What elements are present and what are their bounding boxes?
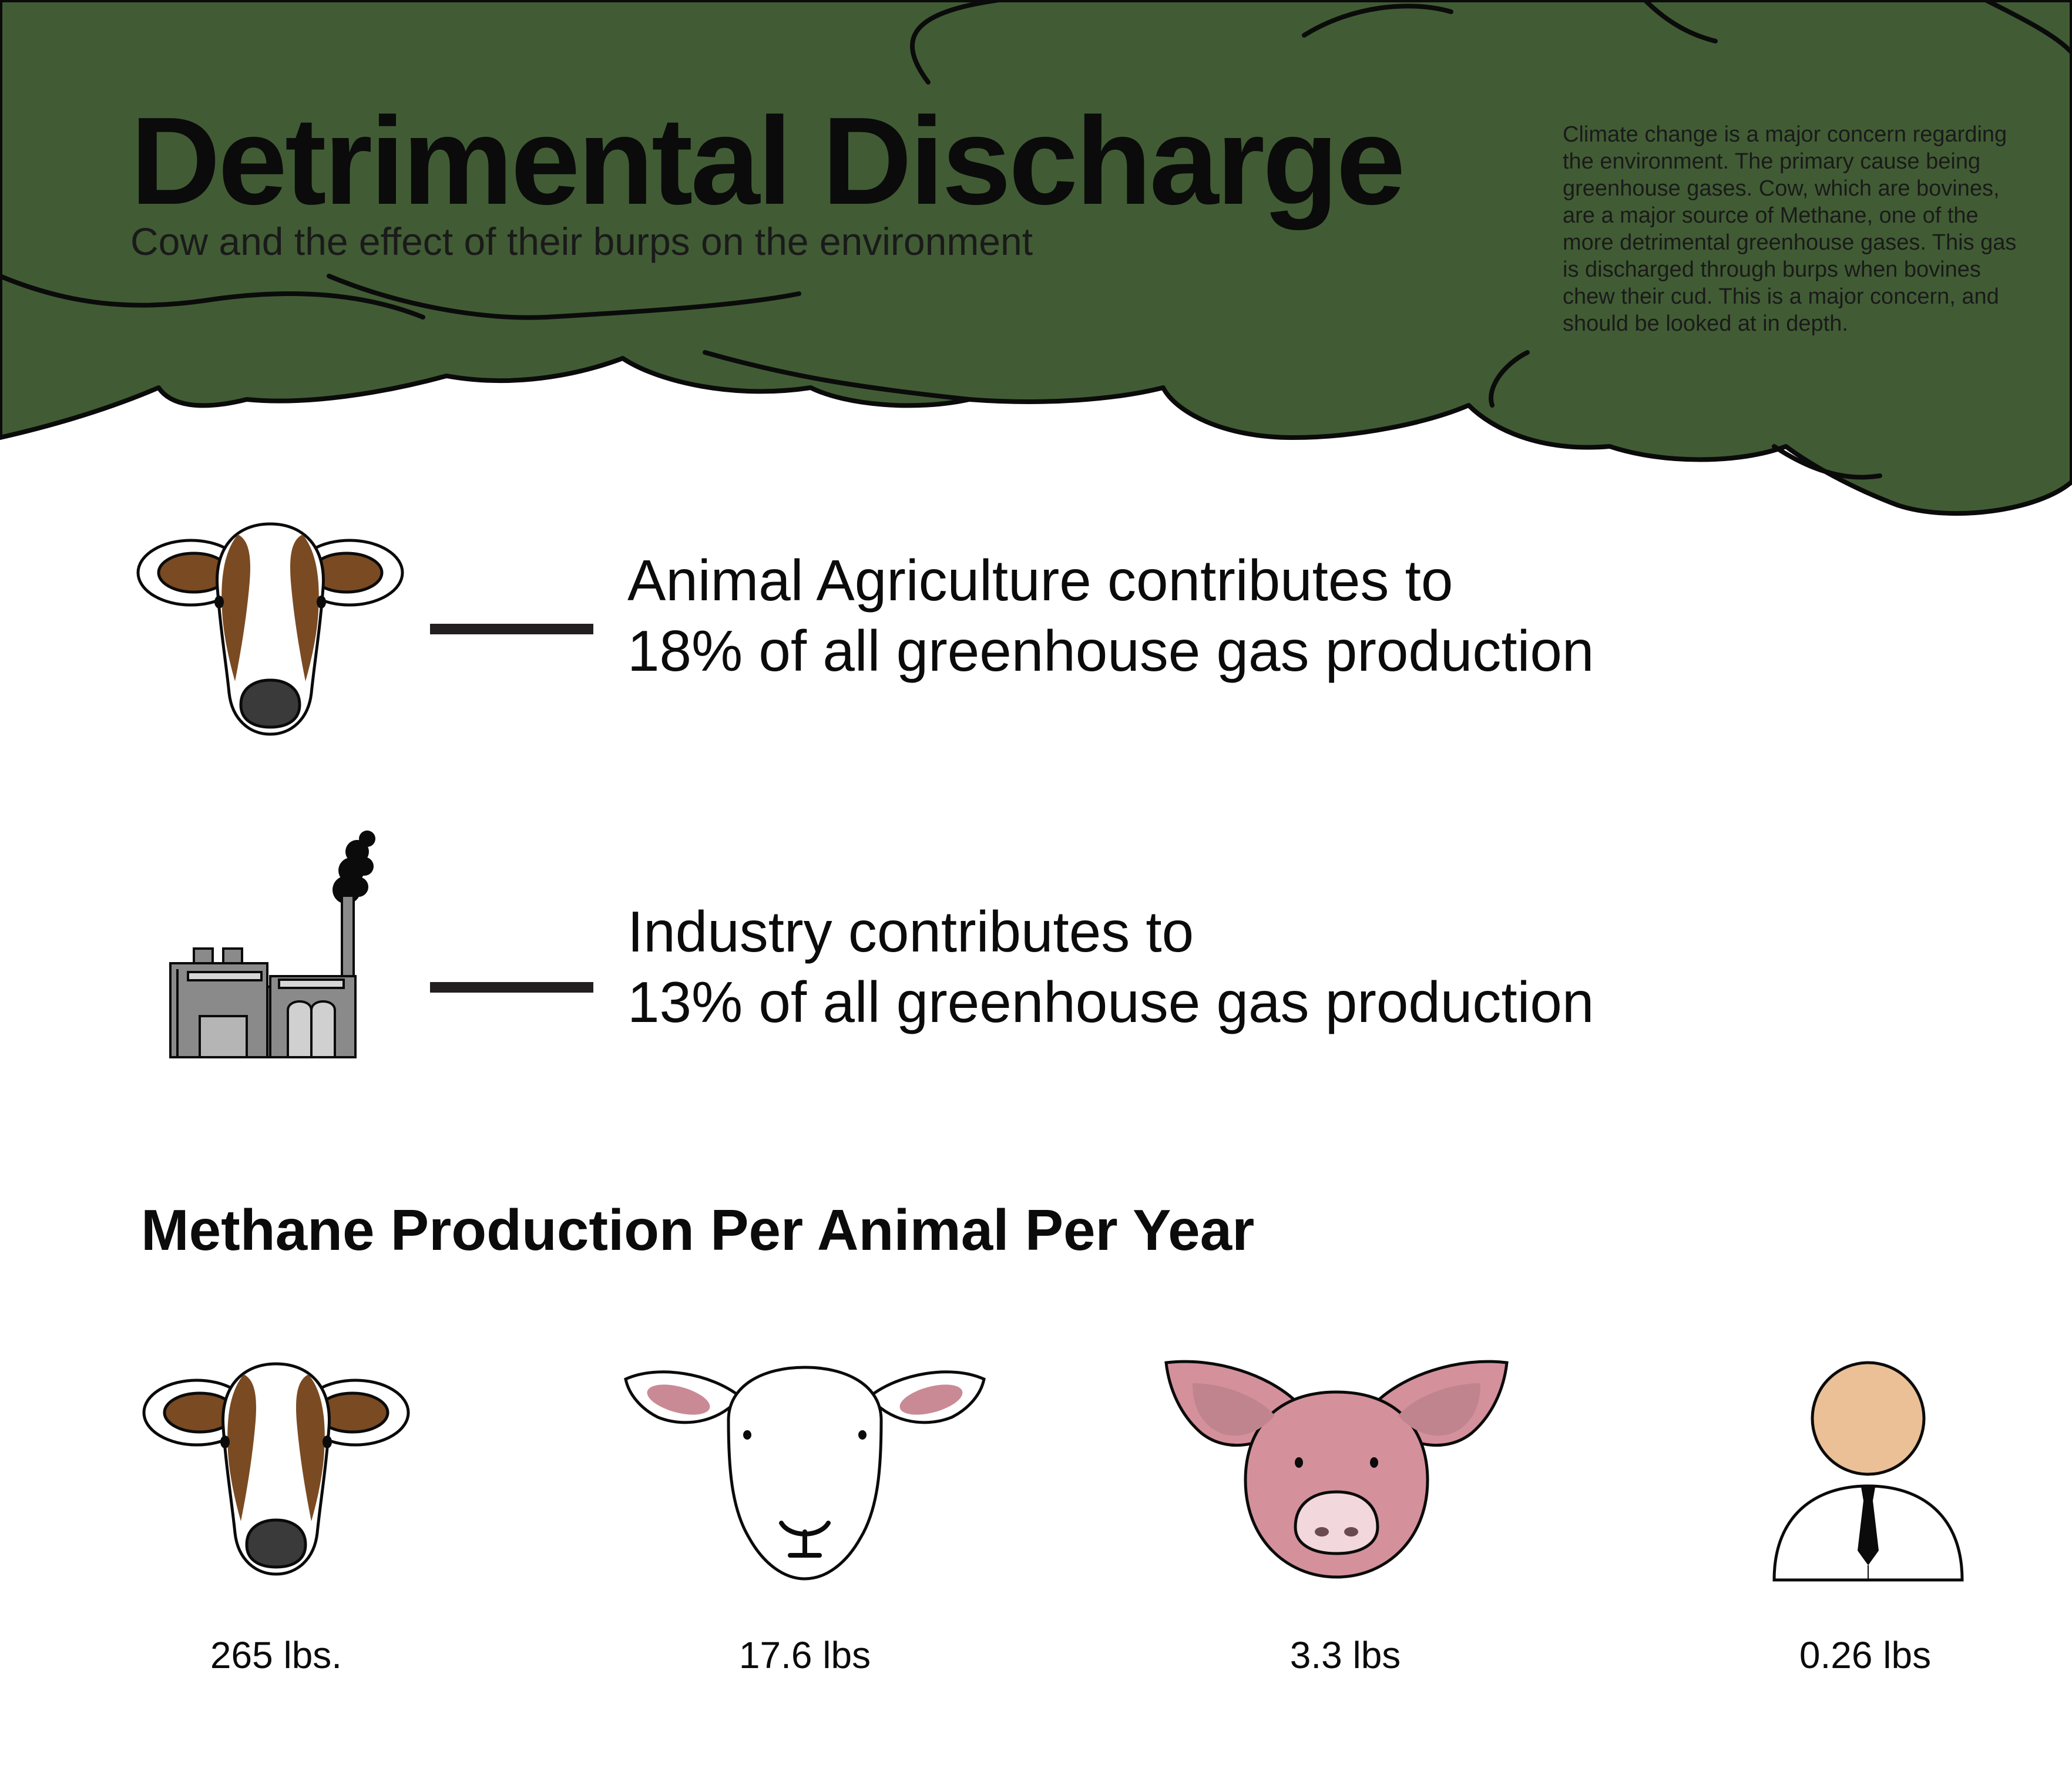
stat-agriculture-line1: Animal Agriculture contributes to [627, 548, 1453, 613]
pig-head-icon [1164, 1360, 1509, 1579]
cow-methane-amount: 265 lbs. [210, 1634, 342, 1676]
human-icon [1772, 1361, 1964, 1582]
stat-agriculture-line2: 18% of all greenhouse gas production [627, 618, 1594, 683]
stat-industry-line1: Industry contributes to [627, 899, 1194, 964]
stat-industry-line2: 13% of all greenhouse gas production [627, 970, 1594, 1034]
sheep-methane-amount: 17.6 lbs [738, 1634, 871, 1676]
cow-head-icon [136, 522, 404, 736]
stat-connector-line [430, 982, 593, 993]
stat-industry-text: Industry contributes to 13% of all green… [627, 896, 1594, 1037]
pig-methane-amount: 3.3 lbs [1289, 1634, 1401, 1676]
intro-paragraph: Climate change is a major concern regard… [1563, 122, 2017, 336]
cow-head-icon [142, 1362, 410, 1576]
sheep-head-icon [624, 1366, 986, 1581]
human-methane-amount: 0.26 lbs [1799, 1634, 1932, 1676]
stat-connector-line [430, 624, 593, 634]
methane-section-heading: Methane Production Per Animal Per Year [141, 1198, 1255, 1262]
stat-agriculture-text: Animal Agriculture contributes to 18% of… [627, 545, 1594, 686]
page-subtitle: Cow and the effect of their burps on the… [130, 220, 1033, 263]
factory-icon [169, 831, 375, 1058]
page-title: Detrimental Discharge [130, 91, 1405, 230]
